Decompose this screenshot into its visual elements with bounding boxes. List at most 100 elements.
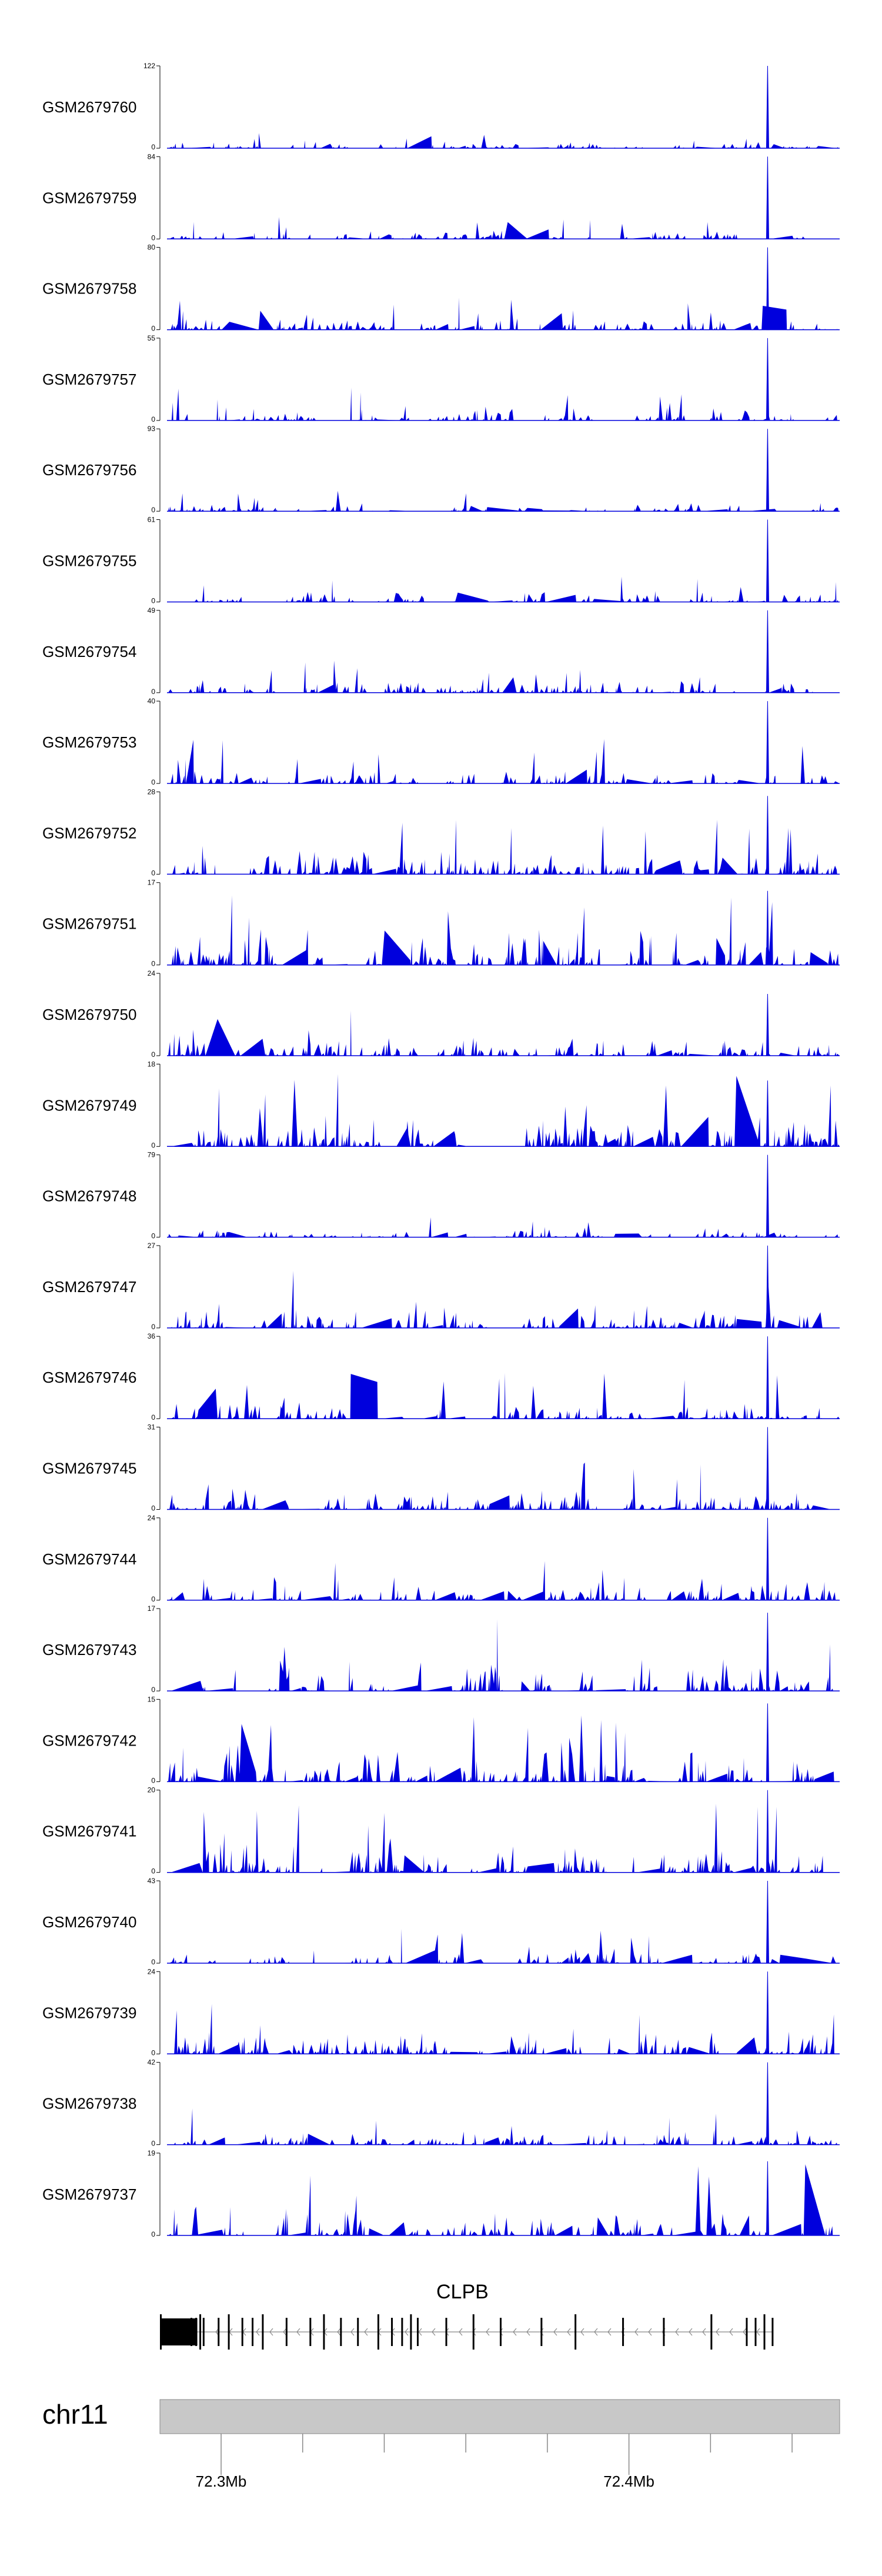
strand-arrow [405,2328,409,2336]
coverage-area [168,1619,840,1691]
y-max-label: 40 [148,697,156,705]
y-max-label: 28 [148,788,156,796]
coverage-peak [766,796,769,875]
gene-exon [218,2318,220,2346]
y-max-label: 20 [148,1786,156,1794]
coverage-track: GSM2679740 43 0 [42,1877,840,1966]
coverage-area [168,660,840,693]
axis-tick-label: 72.3Mb [196,2472,247,2490]
gene-name-label: CLPB [436,2281,489,2303]
y-max-label: 24 [148,1514,156,1522]
y-max-label: 61 [148,516,156,524]
track-label: GSM2679759 [42,189,136,206]
coverage-peak [766,1080,769,1147]
gene-exon [663,2318,665,2346]
coverage-peak [766,156,769,239]
gene-exon [357,2318,359,2346]
coverage-peak [766,1613,769,1691]
gene-exon [160,2314,162,2350]
track-label: GSM2679742 [42,1731,136,1749]
gene-exon [771,2318,774,2346]
y-min-label: 0 [151,2048,155,2057]
strand-arrow [513,2328,517,2336]
strand-arrow [432,2328,436,2336]
coverage-area [168,1715,840,1782]
track-label: GSM2679755 [42,552,136,570]
y-min-label: 0 [151,1050,155,1059]
coverage-track: GSM2679737 19 0 [42,2149,840,2238]
strand-arrow [716,2328,720,2336]
coverage-track: GSM2679741 20 0 [42,1786,840,1876]
strand-arrow [689,2328,693,2336]
track-label: GSM2679743 [42,1641,136,1659]
strand-arrow [486,2328,490,2336]
y-min-label: 0 [151,1867,155,1876]
strand-arrow [553,2328,557,2336]
coverage-peak [766,65,769,149]
coverage-area [168,1074,840,1147]
coverage-track: GSM2679749 18 0 [42,1060,840,1149]
coverage-track: GSM2679747 27 0 [42,1242,840,1331]
track-label: GSM2679752 [42,824,136,842]
strand-arrow [364,2328,368,2336]
coverage-area [168,2164,840,2235]
gene-exon [309,2318,312,2346]
coverage-track: GSM2679748 79 0 [42,1151,840,1240]
coverage-area [168,1217,840,1237]
gene-exon [241,2318,243,2346]
strand-arrow [702,2328,706,2336]
strand-arrow [526,2328,530,2336]
track-label: GSM2679744 [42,1550,136,1568]
y-min-label: 0 [151,1504,155,1513]
y-max-label: 18 [148,1060,156,1068]
strand-arrow [634,2328,639,2336]
strand-arrow [756,2328,760,2336]
gene-exon [574,2314,577,2350]
coverage-area [168,739,840,784]
y-min-label: 0 [151,143,155,151]
gene-exon [401,2318,403,2346]
gene-exon [199,2314,202,2350]
coverage-track: GSM2679758 80 0 [42,243,840,333]
coverage-area [168,490,840,512]
coverage-track: GSM2679751 17 0 [42,879,840,968]
gene-exon [323,2314,325,2350]
y-min-label: 0 [151,1413,155,1422]
coverage-area [168,297,840,330]
strand-arrow [743,2328,747,2336]
coverage-peak [766,1790,769,1873]
coverage-area [168,2108,840,2145]
y-max-label: 93 [148,425,156,433]
strand-arrow [607,2328,612,2336]
coverage-area [168,1462,840,1510]
strand-arrow [256,2328,260,2336]
strand-arrow [580,2328,584,2336]
y-max-label: 55 [148,334,156,342]
y-min-label: 0 [151,869,155,877]
y-min-label: 0 [151,688,155,696]
coverage-track: GSM2679760 122 0 [42,62,840,151]
y-max-label: 122 [143,62,155,70]
track-label: GSM2679737 [42,2185,136,2203]
gene-exon [416,2318,419,2346]
coverage-area [168,1270,840,1328]
strand-arrow [594,2328,598,2336]
track-label: GSM2679739 [42,2004,136,2021]
gene-exon [262,2314,264,2350]
y-max-label: 42 [148,2058,156,2067]
track-label: GSM2679756 [42,461,136,479]
coverage-track: GSM2679753 40 0 [42,697,840,786]
track-label: GSM2679745 [42,1460,136,1477]
coverage-track: GSM2679742 15 0 [42,1695,840,1784]
coverage-peak [766,1880,769,1964]
y-min-label: 0 [151,2140,155,2148]
coverage-peak [766,519,769,602]
y-min-label: 0 [151,1958,155,1966]
gene-track: CLPB [160,2281,774,2350]
coverage-peak [766,1517,769,1601]
y-min-label: 0 [151,1595,155,1603]
y-max-label: 24 [148,969,156,977]
coverage-area [168,388,840,421]
gene-exon [540,2318,543,2346]
